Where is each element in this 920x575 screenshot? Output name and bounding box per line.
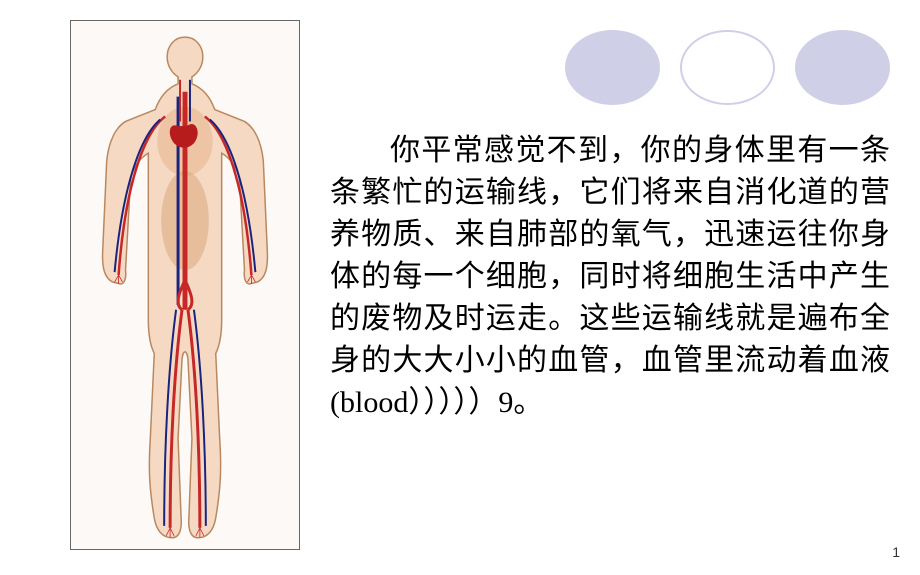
- circle-3: [795, 30, 890, 105]
- decorative-circles: [565, 30, 890, 105]
- anatomy-figure: [70, 20, 300, 550]
- circle-2: [680, 30, 775, 105]
- page-number: 1: [892, 544, 900, 560]
- circle-1: [565, 30, 660, 105]
- human-body-icon: [71, 21, 299, 549]
- body-paragraph: 你平常感觉不到，你的身体里有一条条繁忙的运输线，它们将来自消化道的营养物质、来自…: [330, 130, 890, 424]
